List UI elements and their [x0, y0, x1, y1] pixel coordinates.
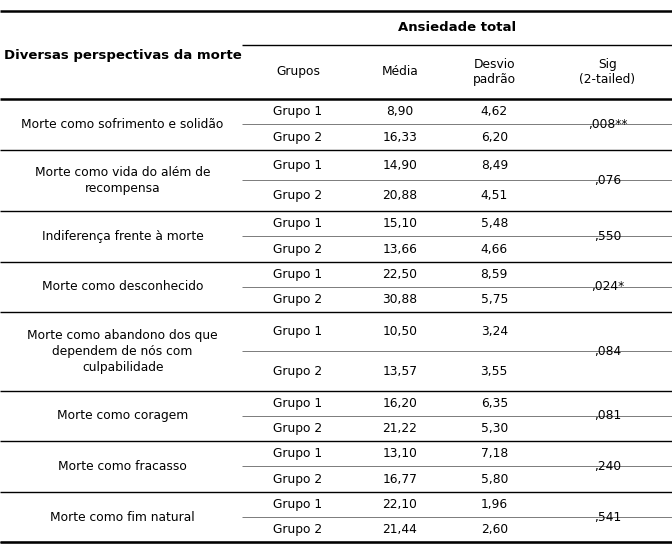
Text: Morte como fim natural: Morte como fim natural — [50, 511, 195, 524]
Text: Morte como sofrimento e solidão: Morte como sofrimento e solidão — [22, 118, 224, 131]
Text: 14,90: 14,90 — [382, 159, 417, 172]
Text: Diversas perspectivas da morte: Diversas perspectivas da morte — [4, 49, 241, 62]
Text: Grupo 1: Grupo 1 — [274, 268, 323, 281]
Text: 3,55: 3,55 — [480, 365, 508, 378]
Text: ,081: ,081 — [594, 409, 621, 422]
Text: 4,66: 4,66 — [480, 243, 508, 256]
Text: Grupo 1: Grupo 1 — [274, 159, 323, 172]
Text: ,076: ,076 — [594, 174, 621, 187]
Text: Grupo 2: Grupo 2 — [274, 131, 323, 143]
Text: ,024*: ,024* — [591, 281, 624, 293]
Text: 22,10: 22,10 — [382, 498, 417, 511]
Text: ,541: ,541 — [594, 511, 621, 524]
Text: Morte como fracasso: Morte como fracasso — [58, 460, 187, 473]
Text: 4,51: 4,51 — [480, 189, 508, 202]
Text: Grupo 2: Grupo 2 — [274, 523, 323, 536]
Text: Grupo 2: Grupo 2 — [274, 243, 323, 256]
Text: 8,90: 8,90 — [386, 105, 413, 118]
Text: 20,88: 20,88 — [382, 189, 417, 202]
Text: 30,88: 30,88 — [382, 293, 417, 306]
Text: 5,30: 5,30 — [480, 422, 508, 435]
Text: 5,48: 5,48 — [480, 217, 508, 231]
Text: 8,49: 8,49 — [480, 159, 508, 172]
Text: Grupo 1: Grupo 1 — [274, 397, 323, 410]
Text: 21,22: 21,22 — [382, 422, 417, 435]
Text: ,008**: ,008** — [588, 118, 627, 131]
Text: ,550: ,550 — [594, 230, 621, 243]
Text: 7,18: 7,18 — [480, 447, 508, 461]
Text: Sig
(2-tailed): Sig (2-tailed) — [579, 58, 636, 86]
Text: ,084: ,084 — [594, 345, 621, 358]
Text: Grupo 2: Grupo 2 — [274, 293, 323, 306]
Text: Grupo 1: Grupo 1 — [274, 498, 323, 511]
Text: Morte como vida do além de
recompensa: Morte como vida do além de recompensa — [35, 166, 210, 195]
Text: 1,96: 1,96 — [480, 498, 508, 511]
Text: 13,66: 13,66 — [382, 243, 417, 256]
Text: 16,20: 16,20 — [382, 397, 417, 410]
Text: 13,57: 13,57 — [382, 365, 417, 378]
Text: 8,59: 8,59 — [480, 268, 508, 281]
Text: 22,50: 22,50 — [382, 268, 417, 281]
Text: 5,75: 5,75 — [480, 293, 508, 306]
Text: Ansiedade total: Ansiedade total — [398, 21, 516, 34]
Text: Grupo 1: Grupo 1 — [274, 325, 323, 338]
Text: Média: Média — [382, 65, 418, 78]
Text: 15,10: 15,10 — [382, 217, 417, 231]
Text: 6,35: 6,35 — [480, 397, 508, 410]
Text: Indiferença frente à morte: Indiferença frente à morte — [42, 230, 204, 243]
Text: 10,50: 10,50 — [382, 325, 417, 338]
Text: 13,10: 13,10 — [382, 447, 417, 461]
Text: Grupo 2: Grupo 2 — [274, 473, 323, 486]
Text: Grupo 2: Grupo 2 — [274, 189, 323, 202]
Text: 21,44: 21,44 — [382, 523, 417, 536]
Text: 2,60: 2,60 — [480, 523, 508, 536]
Text: Grupo 2: Grupo 2 — [274, 365, 323, 378]
Text: ,240: ,240 — [594, 460, 621, 473]
Text: Morte como coragem: Morte como coragem — [57, 409, 188, 422]
Text: 16,77: 16,77 — [382, 473, 417, 486]
Text: Morte como abandono dos que
dependem de nós com
culpabilidade: Morte como abandono dos que dependem de … — [28, 329, 218, 374]
Text: Grupo 1: Grupo 1 — [274, 447, 323, 461]
Text: Grupo 2: Grupo 2 — [274, 422, 323, 435]
Text: Morte como desconhecido: Morte como desconhecido — [42, 281, 204, 293]
Text: Grupo 1: Grupo 1 — [274, 217, 323, 231]
Text: Grupos: Grupos — [276, 65, 320, 78]
Text: 4,62: 4,62 — [480, 105, 508, 118]
Text: 3,24: 3,24 — [480, 325, 508, 338]
Text: 5,80: 5,80 — [480, 473, 508, 486]
Text: Grupo 1: Grupo 1 — [274, 105, 323, 118]
Text: 16,33: 16,33 — [382, 131, 417, 143]
Text: 6,20: 6,20 — [480, 131, 508, 143]
Text: Desvio
padrão: Desvio padrão — [472, 58, 516, 86]
